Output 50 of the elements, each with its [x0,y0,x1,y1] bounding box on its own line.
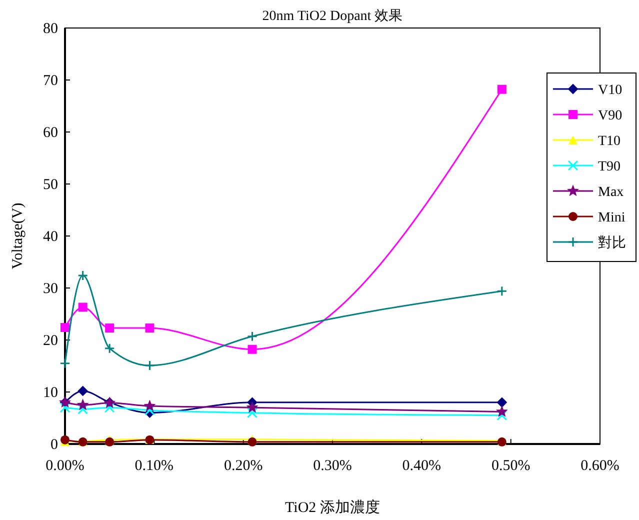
point [247,408,258,418]
y-tick-label: 0 [50,437,58,453]
x-tick-label: 0.50% [491,458,530,474]
x-tick-label: 0.10% [134,458,174,474]
point [145,324,154,333]
point [78,404,88,414]
point [60,358,70,369]
point [60,402,70,413]
point [104,402,115,413]
x-tick-label: 0.20% [224,458,263,474]
point [496,410,508,421]
x-tick-label: 0.00% [46,458,84,474]
x-tick-label: 0.60% [580,458,620,474]
point [248,437,257,446]
x-axis-title: TiO2 添加濃度 [285,499,380,516]
y-tick-label: 20 [43,333,58,349]
point [496,286,508,296]
legend-label: T90 [598,160,621,174]
x-tick-label: 0.40% [402,458,442,474]
point [248,344,257,354]
point [144,360,155,371]
y-tick-label: 70 [43,73,58,89]
point [105,324,114,333]
legend-label: V90 [598,108,622,124]
y-tick-label: 60 [43,125,58,141]
point [497,84,506,94]
legend-label: T10 [598,134,621,149]
point [78,386,88,396]
legend-label: 對比 [598,235,626,251]
point [78,302,88,312]
y-tick-label: 40 [43,229,58,245]
y-tick-label: 30 [43,281,58,297]
chart-title: 20nm TiO2 Dopant 效果 [262,9,403,24]
y-tick-label: 80 [43,21,58,37]
legend-label: V10 [598,83,622,98]
point [246,402,258,412]
point [78,270,88,281]
x-tick-label: 0.30% [313,458,352,474]
point [77,399,88,410]
legend-label: Max [598,185,624,200]
y-tick-label: 50 [43,177,58,193]
point [496,406,508,417]
point [60,323,70,332]
point [104,343,115,354]
point [496,397,507,408]
y-tick-label: 10 [43,385,58,401]
point [247,331,258,342]
point [144,400,156,411]
legend-label: Mini [598,210,626,226]
y-axis-title: Voltage(V) [10,202,26,270]
